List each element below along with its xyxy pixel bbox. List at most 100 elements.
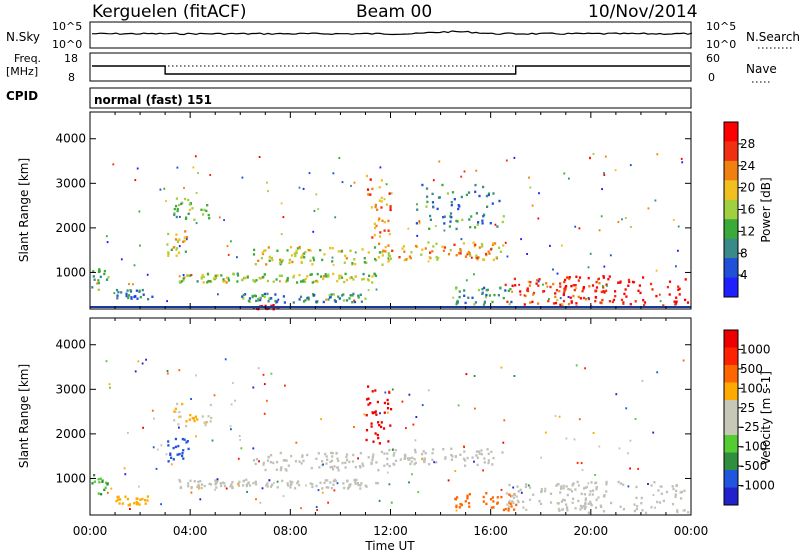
power-cell [270,297,273,300]
power-cell [202,281,205,284]
velocity-cell [369,402,372,405]
power-cell [382,249,385,252]
power-cell [175,248,178,251]
velocity-cell [403,456,406,460]
power-cell [264,249,267,252]
velocity-cell [480,453,483,456]
velocity-cell [121,502,124,505]
velocity-cell [540,456,542,459]
velocity-cell [513,508,516,511]
power-cell [296,247,299,250]
power-cell [344,272,347,276]
power-cell [559,303,562,306]
power-cell [491,243,494,246]
velocity-cell [556,502,559,505]
power-cell [141,288,144,292]
velocity-cell [457,404,460,407]
velocity-cell [265,484,268,487]
power-cell [292,301,295,304]
power-cell [438,160,441,163]
velocity-cell [291,481,294,484]
power-cell [368,274,371,277]
velocity-heatmap-cells [91,358,690,515]
power-cell [352,292,355,296]
velocity-cell [309,482,312,485]
power-cell [387,244,390,247]
velocity-cell [460,503,463,506]
power-cell [568,276,571,279]
velocity-cell [344,466,347,469]
power-colorbar-tick-label: 16 [740,203,755,217]
velocity-colorbar-tick-label: -500 [740,459,767,473]
power-cell [353,299,355,302]
power-cell [115,288,119,292]
power-cell [552,302,556,305]
power-cell [381,219,384,222]
velocity-cell [367,456,370,459]
power-cell [216,274,219,277]
power-cell [259,277,262,280]
velocity-cell [405,427,407,430]
power-ytick-label: 4000 [55,132,86,146]
velocity-cell [459,453,462,456]
power-cell [366,278,370,281]
velocity-cell [319,481,322,484]
power-cell [574,284,577,287]
velocity-cell [594,474,596,476]
power-cell [575,302,578,305]
velocity-cell [394,449,397,452]
power-colorbar-tick-label: 4 [740,268,748,282]
velocity-cell [584,486,587,489]
power-cell [203,208,206,212]
power-cell [257,298,260,301]
power-cell [380,196,383,200]
power-cell [563,287,566,291]
velocity-cell [297,480,300,483]
velocity-cell [179,486,183,489]
power-cell [351,301,354,304]
velocity-cell [386,407,390,410]
power-cell [342,299,346,302]
power-cell [511,290,513,293]
power-cell [591,284,595,287]
power-cell [184,250,187,253]
velocity-cell [170,463,173,466]
velocity-cell [483,461,486,464]
power-cell [325,298,327,301]
velocity-cell [584,367,586,370]
power-cell [282,295,285,298]
beam-title: Beam 00 [356,2,432,22]
velocity-cell [237,483,239,486]
velocity-cell [483,457,486,460]
power-cell [597,278,599,281]
velocity-cell [378,424,381,427]
power-cell [621,218,623,221]
velocity-cell [573,438,576,441]
power-cell [244,276,247,280]
velocity-cell [566,493,569,497]
velocity-cell [166,372,169,375]
velocity-cell [311,483,314,486]
power-colorbar-swatch [724,199,738,220]
velocity-cell [119,498,122,501]
power-cell [429,251,432,254]
power-cell [209,174,212,176]
power-cell [528,284,531,287]
velocity-cell [490,506,493,509]
velocity-cell [512,486,515,489]
power-cell [277,298,280,301]
velocity-cell [557,502,560,505]
power-cell [301,254,304,257]
velocity-cell [387,440,390,443]
power-cell [464,255,467,258]
velocity-cell [520,491,523,494]
velocity-cell [326,458,329,461]
velocity-cell [334,479,337,483]
velocity-cell [324,452,327,456]
power-cell [236,272,239,275]
power-cell [218,216,221,219]
velocity-cell [508,493,511,496]
power-cell [183,239,186,242]
velocity-cell [345,455,348,459]
velocity-cell [571,501,574,504]
